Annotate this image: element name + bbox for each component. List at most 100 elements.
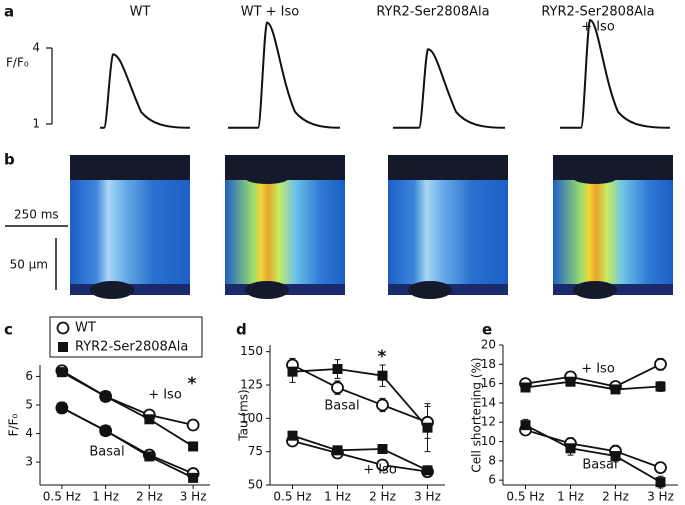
cell-edge [245, 281, 289, 299]
y-tick-label: 8 [488, 453, 496, 467]
y-tick-label: 150 [240, 344, 263, 358]
y-axis-label: Cell shortening (%) [470, 357, 484, 472]
panel-letter: b [4, 151, 15, 169]
fluorescence [225, 180, 345, 284]
image-top-band [70, 155, 190, 180]
marker-square [188, 441, 199, 452]
y-tick-label: 12 [481, 415, 496, 429]
y-tick-label: 100 [240, 411, 263, 425]
y-tick-label: 1 [32, 117, 40, 131]
y-axis-label: F/F₀ [6, 56, 29, 70]
marker-square [655, 477, 666, 488]
x-tick-label: 0.5 Hz [43, 490, 81, 504]
series-line [61, 407, 194, 479]
annotation: + Iso [148, 388, 182, 403]
y-tick-label: 16 [481, 376, 496, 390]
marker-square [144, 414, 155, 425]
column-title: + Iso [581, 20, 615, 35]
series-line [292, 440, 428, 473]
time-scale-label: 250 ms [14, 208, 59, 222]
series-line [525, 380, 661, 391]
y-tick-label: 6 [488, 473, 496, 487]
annotation: Basal [89, 445, 124, 460]
series-line [292, 434, 428, 472]
linescan-image [553, 155, 673, 299]
y-tick-label: 50 [248, 478, 263, 492]
panel-letter: c [4, 321, 13, 339]
legend-label: WT [75, 321, 96, 336]
marker-circle [56, 321, 70, 335]
marker-square [287, 430, 298, 441]
series-line [292, 368, 429, 429]
marker-square [655, 381, 666, 392]
y-axis-label: Tau (ms) [237, 389, 251, 441]
y-tick-label: 5 [25, 398, 33, 412]
y-tick-label: 4 [25, 426, 33, 440]
cell-edge [573, 172, 617, 184]
y-tick-label: 18 [481, 357, 496, 371]
annotation: + Iso [363, 463, 397, 478]
space-scale-label: 50 μm [10, 258, 48, 272]
marker-square [610, 451, 621, 462]
marker-square [58, 342, 68, 352]
series-line [61, 371, 194, 448]
y-tick-label: 6 [25, 369, 33, 383]
cell-edge [90, 281, 134, 299]
image-top-band [388, 155, 508, 180]
marker-square [100, 391, 111, 402]
fluorescence [70, 180, 190, 284]
fluorescence [388, 180, 508, 284]
linescan-image [388, 155, 508, 299]
marker-circle [186, 418, 200, 432]
annotation: Basal [582, 458, 617, 473]
marker-square [520, 420, 531, 431]
x-tick-label: 1 Hz [324, 490, 351, 504]
marker-square [565, 376, 576, 387]
annotation: Basal [324, 399, 359, 414]
marker-square [610, 384, 621, 395]
marker-circle [654, 357, 667, 371]
annotation: * [188, 374, 197, 394]
cell-edge [573, 281, 617, 299]
column-title: RYR2-Ser2808Ala [541, 5, 654, 20]
series-line [525, 424, 661, 483]
marker-square [56, 402, 67, 413]
x-tick-label: 0.5 Hz [506, 490, 544, 504]
calcium-trace [393, 48, 506, 129]
cell-edge [408, 281, 452, 299]
marker-square [422, 465, 433, 476]
marker-circle [376, 398, 389, 412]
calcium-trace [228, 21, 341, 129]
column-title: WT + Iso [241, 5, 300, 20]
x-tick-label: 2 Hz [602, 490, 629, 504]
calcium-trace [100, 53, 191, 129]
y-tick-label: 3 [25, 455, 33, 469]
marker-circle [654, 461, 667, 475]
marker-square [565, 443, 576, 454]
marker-square [422, 422, 433, 433]
marker-square [100, 425, 111, 436]
marker-square [56, 367, 67, 378]
marker-circle [331, 381, 344, 395]
annotation: * [378, 347, 387, 367]
marker-square [144, 451, 155, 462]
column-title: RYR2-Ser2808Ala [376, 5, 489, 20]
column-title: WT [130, 5, 151, 20]
y-tick-label: 125 [240, 378, 263, 392]
marker-square [377, 370, 388, 381]
cell-edge [245, 172, 289, 184]
linescan-image [70, 155, 190, 299]
marker-square [332, 445, 343, 456]
x-tick-label: 1 Hz [92, 490, 119, 504]
x-tick-label: 0.5 Hz [273, 490, 311, 504]
panel-letter: d [236, 321, 247, 339]
x-tick-label: 3 Hz [414, 490, 441, 504]
panel-letter: a [4, 3, 14, 21]
legend-box [49, 316, 203, 358]
fluorescence [553, 180, 673, 284]
y-tick-label: 10 [481, 434, 496, 448]
marker-square [188, 472, 199, 483]
panel-letter: e [482, 321, 492, 339]
